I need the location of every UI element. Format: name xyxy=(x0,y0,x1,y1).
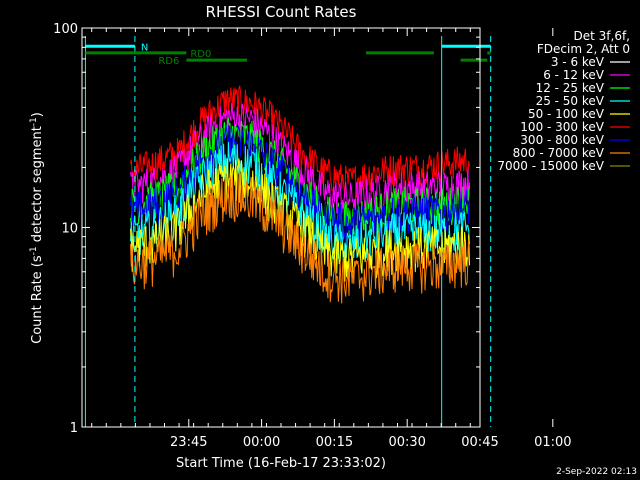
y-tick-label: 1 xyxy=(70,421,78,436)
vertical-lines-layer xyxy=(84,36,492,427)
y-axis-label-sup2: -1 xyxy=(29,117,39,126)
series-line-2 xyxy=(130,102,470,214)
legend-label-6: 300 - 800 keV xyxy=(520,133,604,147)
legend-label-5: 100 - 300 keV xyxy=(520,120,604,134)
bar-label-n: N xyxy=(141,42,148,53)
legend-label-4: 50 - 100 keV xyxy=(528,107,605,121)
y-ticks: 100 10 1 xyxy=(53,22,480,436)
legend-label-0: 3 - 6 keV xyxy=(551,55,605,69)
x-tick-label: 00:00 xyxy=(243,435,280,450)
series-layer xyxy=(130,70,470,304)
legend-label-7: 800 - 7000 keV xyxy=(513,146,605,160)
y-axis-label: Count Rate (s-1 detector segment-1) xyxy=(29,112,45,344)
footer-date: 2-Sep-2022 02:13 xyxy=(556,467,637,477)
bar-label-1: RD0 xyxy=(190,49,211,60)
legend-label-3: 25 - 50 keV xyxy=(536,94,605,108)
y-axis-label-sup1: -1 xyxy=(29,246,39,255)
y-tick-label: 10 xyxy=(61,222,78,237)
series-line-7 xyxy=(130,173,470,304)
y-axis-label-mid: detector segment xyxy=(30,126,45,246)
legend-label-2: 12 - 25 keV xyxy=(536,81,605,95)
x-axis-label: Start Time (16-Feb-17 23:33:02) xyxy=(176,456,386,471)
horizontal-bars-layer: RD0 RD6 N xyxy=(85,42,491,67)
y-tick-label: 100 xyxy=(53,22,78,37)
bar-label-2: RD6 xyxy=(158,56,179,67)
legend-label-8: 7000 - 15000 keV xyxy=(497,159,604,173)
series-line-0 xyxy=(130,70,470,170)
y-axis-label-end: ) xyxy=(30,112,45,117)
y-axis-label-main: Count Rate (s xyxy=(30,255,45,344)
x-ticks: 23:45 00:00 00:15 00:30 00:45 01:00 xyxy=(91,28,572,450)
series-line-6 xyxy=(130,158,470,282)
legend-header-1: Det 3f,6f, xyxy=(574,29,631,43)
legend-label-1: 6 - 12 keV xyxy=(543,68,605,82)
series-line-4 xyxy=(130,124,470,246)
x-tick-label: 23:45 xyxy=(170,435,207,450)
x-tick-label: 01:00 xyxy=(534,435,571,450)
series-line-1 xyxy=(130,85,470,198)
x-tick-label: 00:45 xyxy=(461,435,498,450)
x-tick-label: 00:30 xyxy=(388,435,425,450)
x-tick-label: 00:15 xyxy=(316,435,353,450)
chart-title: RHESSI Count Rates xyxy=(206,3,357,21)
legend-header-2: FDecim 2, Att 0 xyxy=(537,42,630,56)
